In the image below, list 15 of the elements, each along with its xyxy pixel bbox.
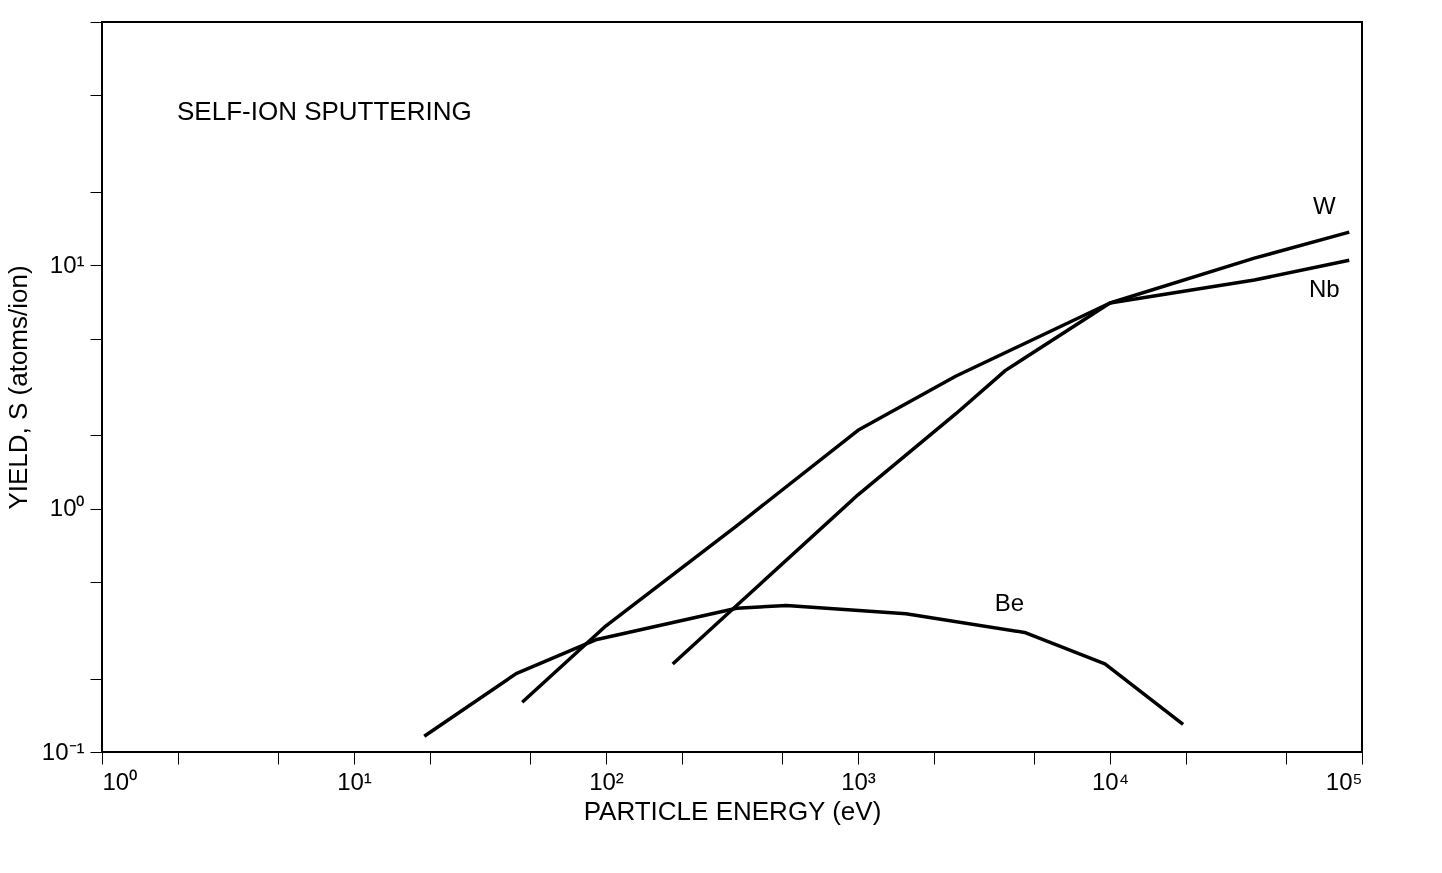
text: SELF-ION SPUTTERING xyxy=(177,96,472,126)
x-tick-label: 10³ xyxy=(841,767,876,795)
x-axis-title: PARTICLE ENERGY (eV) xyxy=(583,795,882,826)
y-tick-label: 10⁰ xyxy=(49,494,85,522)
series-label: W xyxy=(1312,192,1336,220)
x-tick-label: 10⁴ xyxy=(1091,767,1130,795)
series-label: Be xyxy=(994,589,1025,617)
x-tick-label: 10⁵ xyxy=(1325,767,1363,795)
series-label: Nb xyxy=(1308,275,1340,303)
y-tick-label: 10¹ xyxy=(49,250,85,278)
y-axis-title: YIELD, S (atoms/ion) xyxy=(2,265,33,510)
x-tick-label: 10¹ xyxy=(337,767,372,795)
x-tick-label: 10² xyxy=(589,767,624,795)
x-tick-label: 10⁰ xyxy=(102,767,138,795)
y-tick-label: 10⁻¹ xyxy=(41,737,85,765)
